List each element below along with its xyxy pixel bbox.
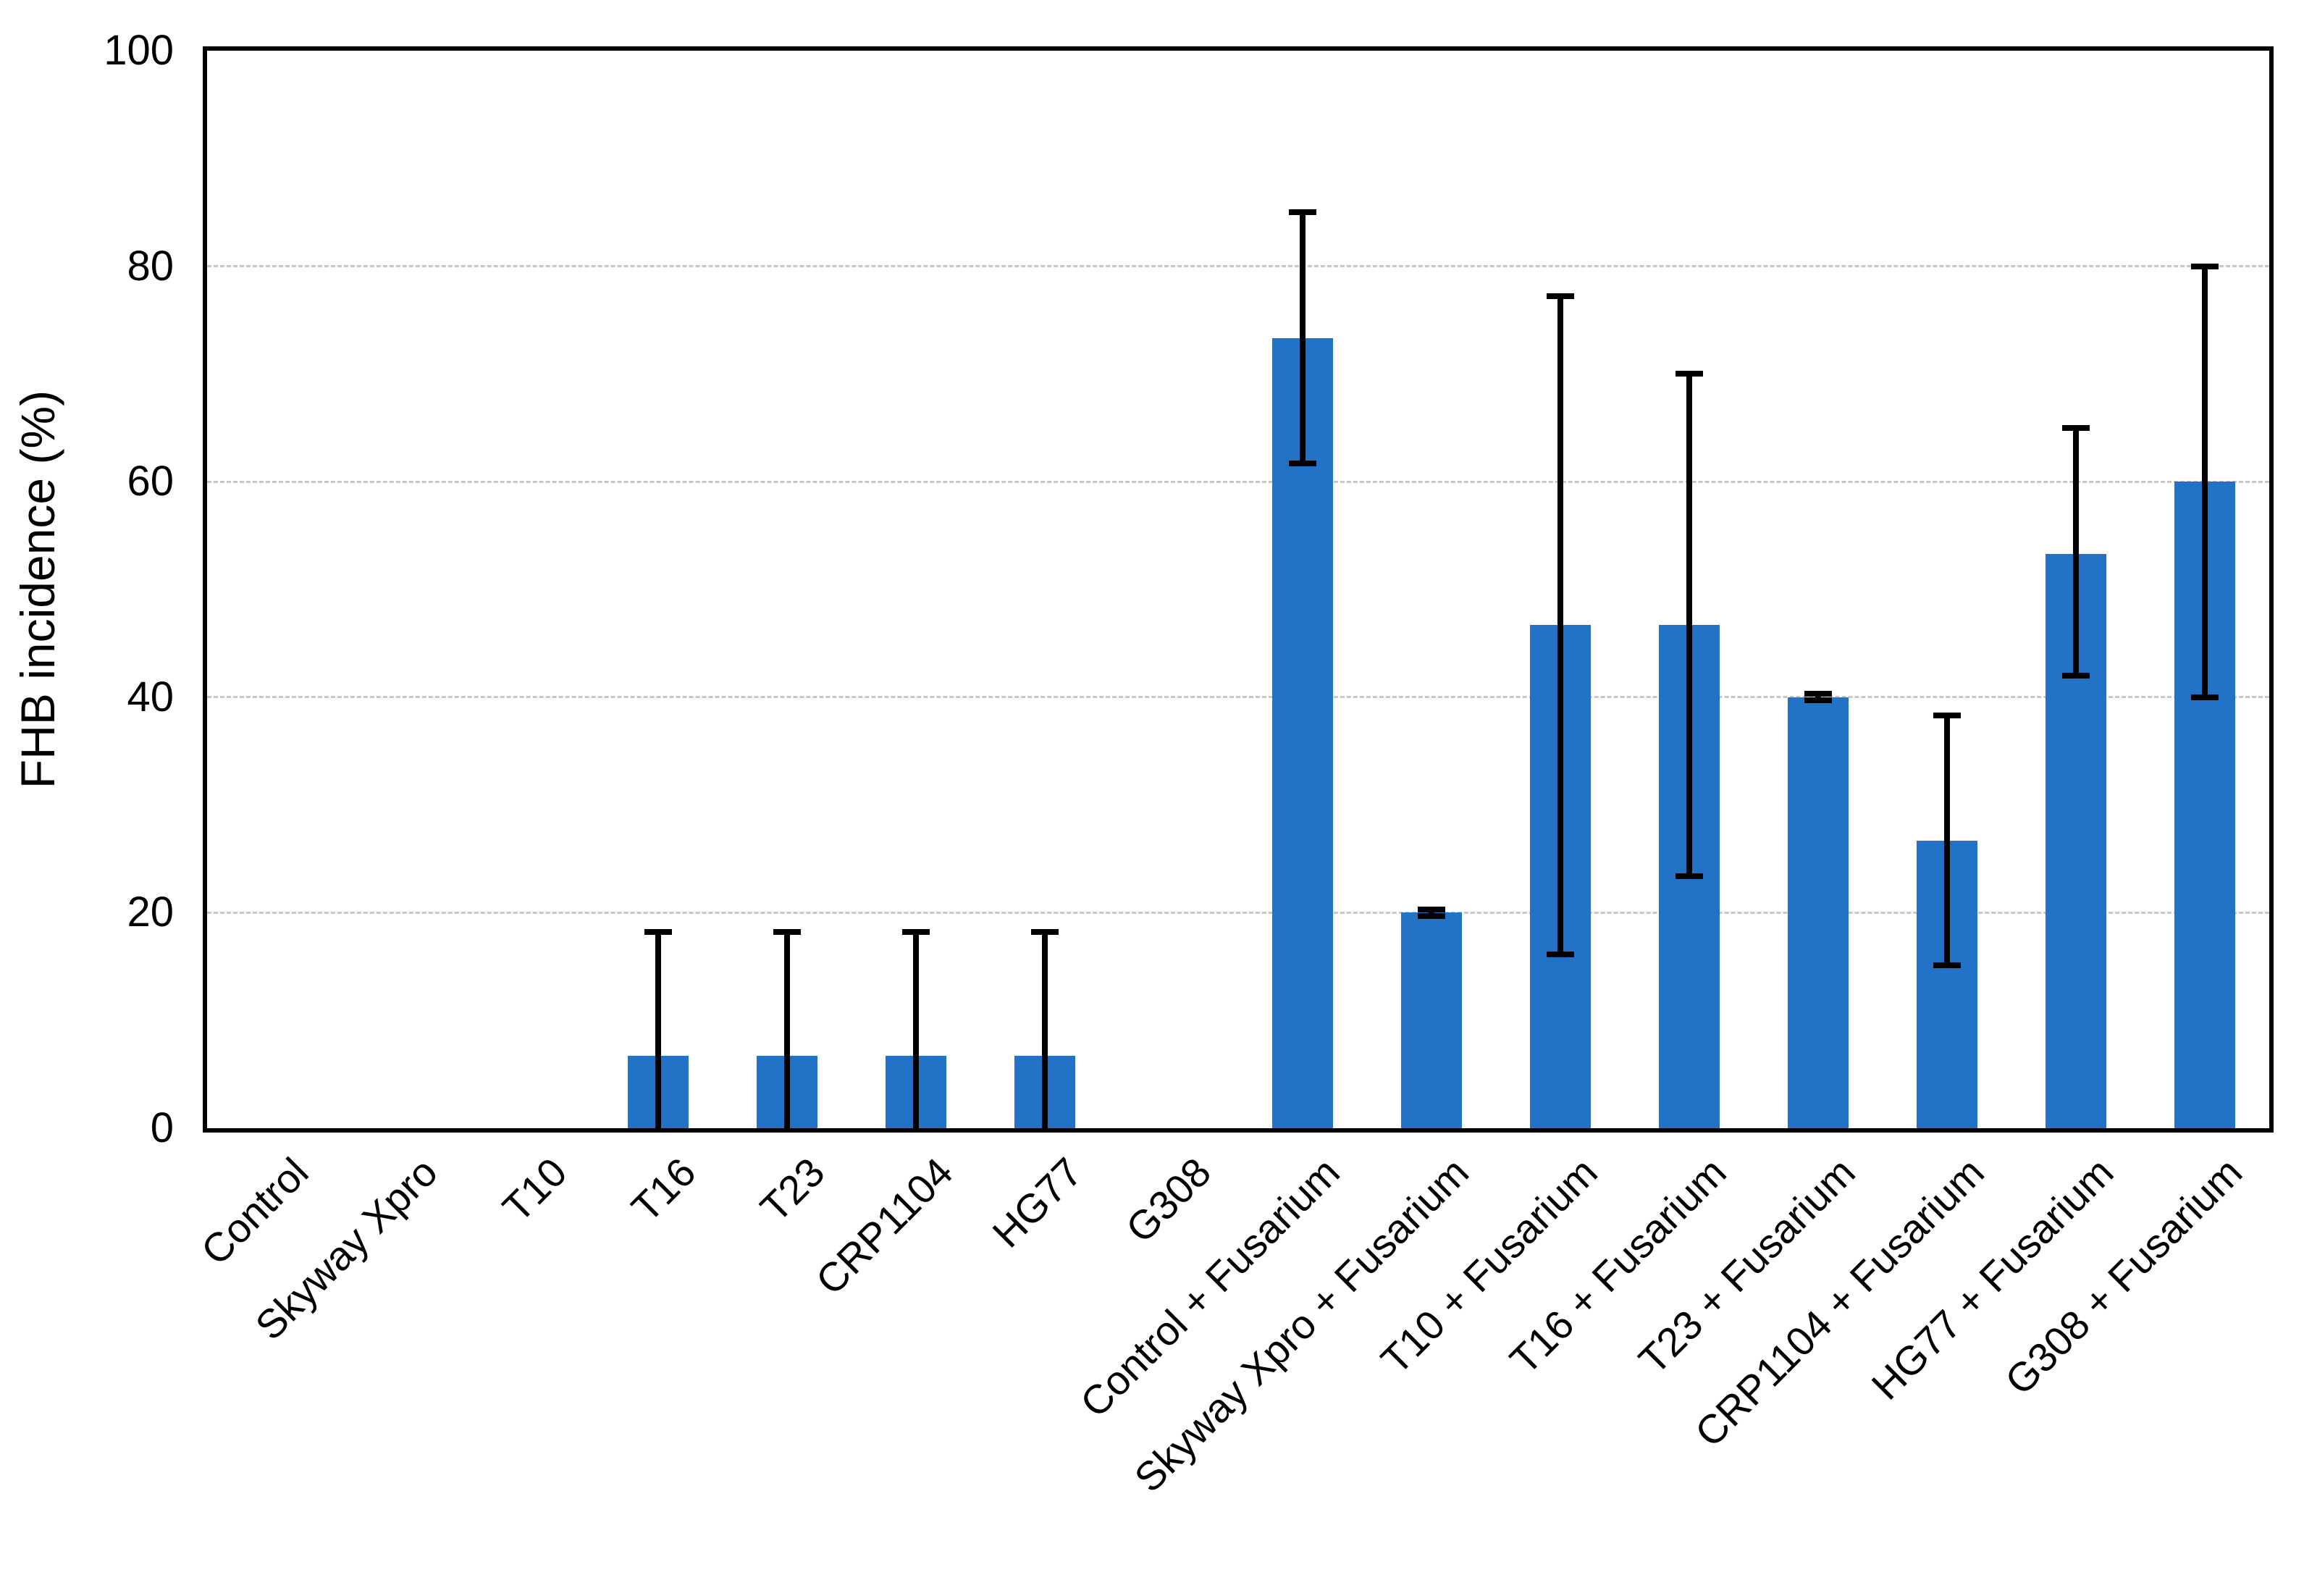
y-axis-title: FHB incidence (%) bbox=[11, 390, 64, 789]
error-bar-t16-fusarium bbox=[1686, 374, 1692, 876]
gridline-60 bbox=[207, 480, 2269, 483]
x-axis-label-control: Control bbox=[192, 1148, 318, 1274]
error-cap-bottom-t16-fusarium bbox=[1676, 873, 1703, 879]
y-tick-label-20: 20 bbox=[127, 889, 174, 936]
x-axis-label-hg77: HG77 bbox=[983, 1148, 1091, 1256]
error-cap-top-t23 bbox=[773, 929, 801, 936]
bar-control-fusarium bbox=[1272, 338, 1333, 1128]
error-cap-bottom-skyway-xpro-fusarium bbox=[1418, 912, 1445, 919]
error-bar-t16 bbox=[655, 932, 661, 1128]
error-cap-top-g308-fusarium bbox=[2191, 263, 2219, 269]
error-cap-top-skyway-xpro-fusarium bbox=[1418, 906, 1445, 912]
error-cap-top-control-fusarium bbox=[1289, 209, 1316, 216]
error-cap-bottom-crp1104-fusarium bbox=[1933, 962, 1961, 969]
gridline-40 bbox=[207, 696, 2269, 699]
error-bar-t23-fusarium bbox=[1815, 694, 1821, 701]
bar-skyway-xpro-fusarium bbox=[1401, 912, 1462, 1128]
error-cap-bottom-g308-fusarium bbox=[2191, 694, 2219, 700]
y-tick-label-80: 80 bbox=[127, 242, 174, 290]
error-cap-top-hg77 bbox=[1031, 929, 1059, 936]
gridline-20 bbox=[207, 911, 2269, 914]
x-axis-label-g308-fusarium: G308 + Fusarium bbox=[1996, 1148, 2251, 1404]
x-axis-label-t23: T23 bbox=[751, 1148, 833, 1231]
error-cap-top-t16-fusarium bbox=[1676, 371, 1703, 377]
error-bar-crp1104-fusarium bbox=[1944, 715, 1950, 966]
bar-t23-fusarium bbox=[1788, 697, 1849, 1128]
y-tick-label-60: 60 bbox=[127, 458, 174, 505]
x-axis-label-t16: T16 bbox=[622, 1148, 705, 1231]
gridline-80 bbox=[207, 265, 2269, 268]
y-tick-label-100: 100 bbox=[104, 27, 174, 74]
error-cap-top-t10-fusarium bbox=[1547, 293, 1574, 300]
error-cap-top-crp1104-fusarium bbox=[1933, 713, 1961, 719]
error-bar-t23 bbox=[784, 932, 790, 1128]
error-cap-bottom-t23-fusarium bbox=[1804, 697, 1832, 704]
y-tick-label-0: 0 bbox=[150, 1104, 174, 1151]
error-cap-top-t16 bbox=[644, 929, 672, 936]
error-bar-control-fusarium bbox=[1300, 212, 1306, 463]
x-axis-label-g308: G308 bbox=[1117, 1148, 1220, 1252]
error-bar-t10-fusarium bbox=[1557, 296, 1563, 955]
x-axis-label-hg77-fusarium: HG77 + Fusarium bbox=[1862, 1148, 2122, 1408]
error-bar-crp1104 bbox=[913, 932, 919, 1128]
plot-area bbox=[203, 46, 2274, 1133]
error-bar-skyway-xpro-fusarium bbox=[1429, 909, 1434, 916]
x-axis-label-t10: T10 bbox=[493, 1148, 576, 1231]
error-cap-top-t23-fusarium bbox=[1804, 691, 1832, 697]
error-bar-g308-fusarium bbox=[2202, 266, 2208, 697]
error-cap-bottom-t10-fusarium bbox=[1547, 952, 1574, 958]
error-cap-bottom-control-fusarium bbox=[1289, 460, 1316, 466]
error-cap-top-crp1104 bbox=[902, 929, 930, 936]
error-cap-top-hg77-fusarium bbox=[2062, 424, 2090, 431]
error-bar-hg77 bbox=[1042, 932, 1048, 1128]
error-cap-bottom-hg77-fusarium bbox=[2062, 673, 2090, 679]
y-tick-label-40: 40 bbox=[127, 673, 174, 721]
error-bar-hg77-fusarium bbox=[2073, 427, 2079, 676]
x-axis-label-crp1104: CRP1104 bbox=[807, 1148, 962, 1303]
